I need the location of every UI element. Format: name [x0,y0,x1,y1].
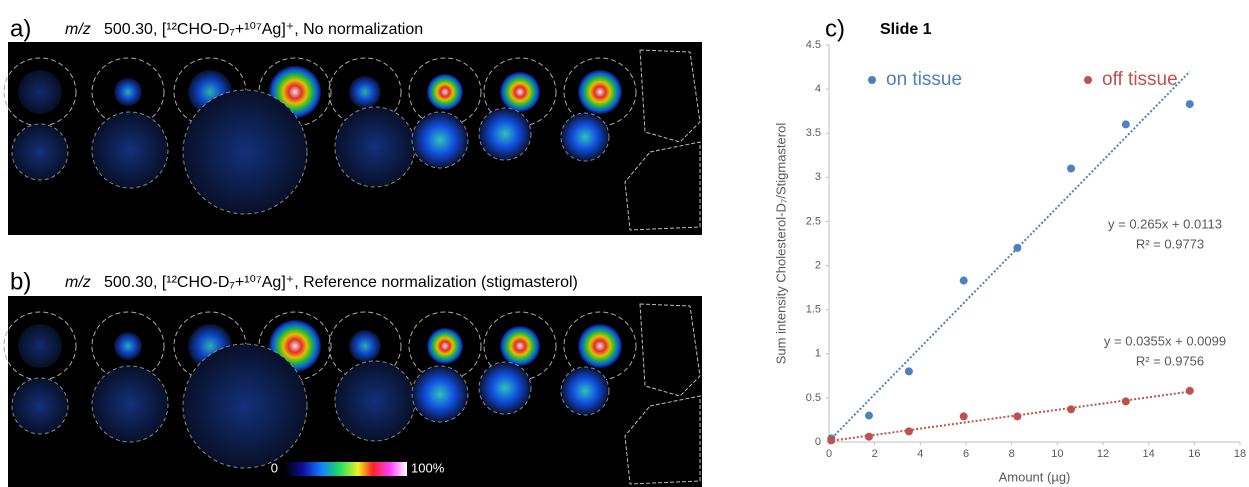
section-signal [92,366,168,442]
trend-r2: R² = 0.9756 [1136,353,1204,368]
section-signal [412,366,468,422]
section-signal [92,112,168,188]
x-tick-label: 6 [963,448,969,460]
figure: a) m/z 500.30, [¹²CHO-D₇+¹⁰⁷Ag]⁺, No nor… [0,0,1249,487]
section-signal [183,90,307,214]
x-tick-label: 10 [1051,448,1063,460]
panel-label: b) [10,268,31,295]
panel-title: 500.30, [¹²CHO-D₇+¹⁰⁷Ag]⁺, Reference nor… [104,274,578,291]
data-point [1013,244,1021,252]
x-tick-label: 0 [826,448,832,460]
data-point [1013,412,1021,420]
section-signal [335,107,415,187]
panel-ion: m/z [65,21,91,38]
section-signal [427,74,463,110]
data-point [827,436,835,444]
y-axis-label: Sum intensity Cholesterol-D₇/Stigmastero… [773,123,788,365]
trendline [829,72,1190,441]
y-tick-label: 4.5 [806,39,821,51]
y-tick-label: 1 [815,348,821,360]
data-point [1186,387,1194,395]
y-tick-label: 3 [815,171,821,183]
panel-title: 500.30, [¹²CHO-D₇+¹⁰⁷Ag]⁺, No normalizat… [104,21,423,38]
trendline [829,392,1190,441]
data-point [960,277,968,285]
trend-equation: y = 0.0355x + 0.0099 [1104,333,1226,348]
section-signal [114,332,142,360]
trend-equation: y = 0.265x + 0.0113 [1108,216,1222,231]
y-tick-label: 0.5 [806,392,821,404]
colorbar-min: 0 [271,460,278,475]
colorbar-max: 100% [411,460,445,475]
y-tick-label: 2 [815,259,821,271]
chart: c) Slide 1 0 0.5 1 1.5 2 2.5 3 3.5 4 4.5 0 2 4 6 8 10 12 14… [773,15,1246,484]
section-signal [578,70,622,114]
panel-label: a) [10,15,31,42]
data-point [960,412,968,420]
colorbar [285,462,407,476]
y-tick-label: 3.5 [806,127,821,139]
section-signal [479,362,531,414]
legend-marker [1084,76,1092,84]
y-tick-label: 2.5 [806,215,821,227]
legend-label: on tissue [886,69,962,90]
x-tick-label: 16 [1188,448,1200,460]
data-point [1122,120,1130,128]
section-signal [114,78,142,106]
section-signal [335,361,415,441]
data-point [865,433,873,441]
section-signal [412,112,468,168]
data-point [865,412,873,420]
x-tick-label: 12 [1097,448,1109,460]
section-signal [500,72,540,112]
data-point [1067,165,1075,173]
section-signal [500,326,540,366]
data-point [1186,100,1194,108]
section-signal [561,113,609,161]
data-point [1122,397,1130,405]
section-signal [349,330,381,362]
section-signal [18,70,62,114]
section-signal [183,344,307,468]
x-axis-label: Amount (µg) [999,469,1071,484]
section-signal [479,108,531,160]
panel-ion: m/z [65,274,91,291]
legend-marker [868,76,876,84]
x-tick-label: 2 [872,448,878,460]
section-signal [561,367,609,415]
data-point [905,427,913,435]
data-point [1067,405,1075,413]
x-tick-label: 18 [1234,448,1246,460]
data-point [905,367,913,375]
y-tick-label: 1.5 [806,304,821,316]
chart-title: Slide 1 [880,21,932,38]
x-tick-label: 8 [1009,448,1015,460]
x-tick-label: 4 [917,448,923,460]
section-signal [349,76,381,108]
section-signal [18,324,62,368]
section-signal [578,324,622,368]
y-tick-label: 0 [815,436,821,448]
x-tick-label: 14 [1143,448,1155,460]
section-signal [12,124,68,180]
section-signal [427,328,463,364]
legend-label: off tissue [1102,69,1178,90]
y-tick-label: 4 [815,83,821,95]
section-signal [12,378,68,434]
trend-r2: R² = 0.9773 [1136,236,1204,251]
panel-label: c) [825,15,845,42]
